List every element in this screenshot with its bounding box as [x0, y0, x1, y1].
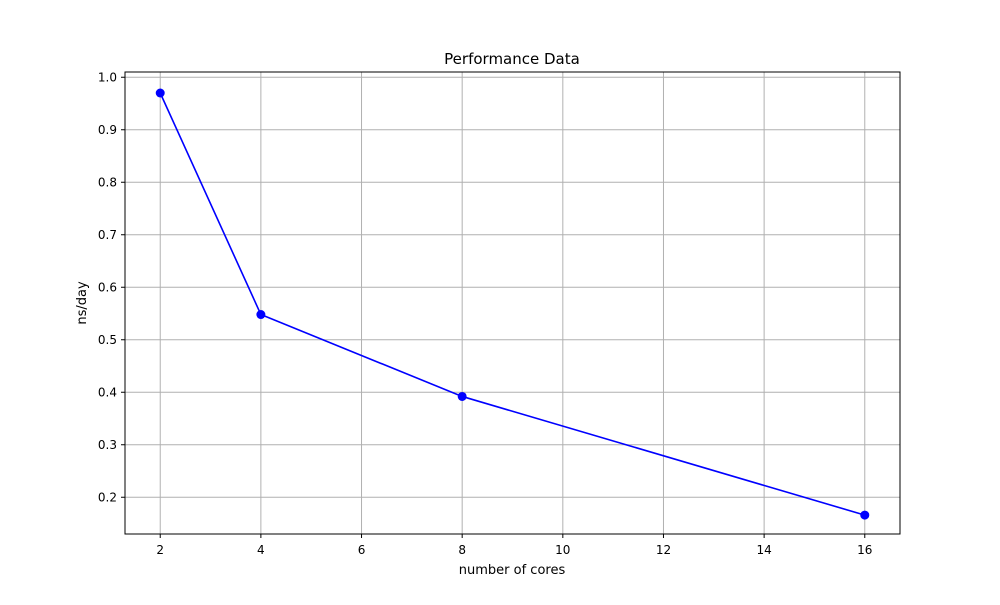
plot-frame [124, 71, 901, 535]
y-tick-label: 0.7 [98, 228, 117, 242]
x-tick-label: 2 [156, 543, 164, 557]
ticks: 2 4 6 8 10 12 14 16 0.2 0.3 0.4 0.5 0.6 0.7 0.8 0.9 1.0 [98, 70, 873, 557]
x-tick-label: 10 [555, 543, 570, 557]
grid [125, 72, 900, 534]
y-tick-label: 0.2 [98, 490, 117, 504]
data-point [155, 88, 165, 98]
data-point [860, 510, 870, 520]
y-tick-label: 0.4 [98, 385, 117, 399]
y-tick-label: 0.3 [98, 438, 117, 452]
series-line [159, 92, 865, 516]
data-point [457, 391, 467, 401]
chart-title: Performance Data [444, 50, 580, 68]
x-tick-label: 12 [656, 543, 671, 557]
y-axis-label: ns/day [75, 281, 90, 325]
x-tick-label: 4 [257, 543, 265, 557]
x-tick-label: 16 [857, 543, 872, 557]
y-tick-label: 0.8 [98, 175, 117, 189]
y-tick-label: 1.0 [98, 70, 117, 84]
x-tick-label: 6 [358, 543, 366, 557]
series-layer [155, 88, 870, 520]
x-axis-label: number of cores [459, 563, 566, 578]
y-tick-label: 0.9 [98, 123, 117, 137]
y-tick-label: 0.6 [98, 280, 117, 294]
x-tick-label: 8 [458, 543, 466, 557]
x-tick-label: 14 [756, 543, 771, 557]
data-point [256, 310, 266, 320]
y-tick-label: 0.5 [98, 333, 117, 347]
